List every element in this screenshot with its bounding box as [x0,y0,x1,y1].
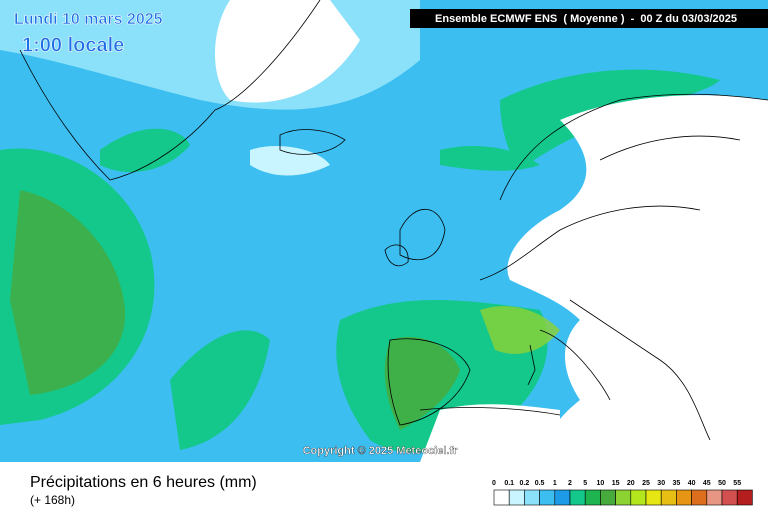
dry-land [507,95,768,463]
legend-label: 55 [733,480,741,487]
green-core [10,190,126,395]
legend-swatch [630,489,647,506]
time: 1:00 locale [22,34,124,56]
legend-swatch [508,489,525,506]
legend-swatch [706,489,723,506]
green-patch [440,145,540,171]
legend-label: 5 [583,480,587,487]
legend-label: 2 [568,480,572,487]
legend-label: 0.2 [520,480,530,487]
date: Lundi 10 mars 2025 [14,11,163,28]
alps-precip [480,306,560,354]
legend-swatch [524,489,540,506]
legend-swatch [600,489,616,506]
legend-swatch [736,489,753,506]
dry-africa [420,404,560,462]
light-patch [250,145,330,176]
legend-swatch [691,489,708,506]
green-patch [170,330,270,450]
legend-label: 50 [718,480,726,487]
legend-label: 0 [492,480,496,487]
legend-label: 20 [627,480,635,487]
greenland-dry [215,0,360,103]
legend-swatch [493,489,510,506]
legend-label: 35 [673,480,681,487]
legend-label: 10 [597,480,605,487]
legend-label: 1 [553,480,557,487]
title: Précipitations en 6 heures (mm) [30,474,257,491]
iberia-precip [384,336,460,430]
legend-swatch [660,489,677,506]
legend-swatch [569,489,586,506]
legend-label: 45 [703,480,711,487]
legend-swatch [539,489,556,506]
header-box [410,9,768,28]
green-patch [100,128,190,173]
legend-swatch [645,489,662,506]
legend-swatch [584,489,601,506]
subtitle: (+ 168h) [30,493,75,507]
legend: 0 0.1 0.2 0.5 1 2 5 10 15 20 25 30 35 40 45 50 55 [492,480,753,506]
legend-swatch [721,489,738,506]
header: Ensemble ECMWF ENS ( Moyenne ) - 00 Z du… [435,13,737,25]
coastlines [19,0,768,441]
legend-swatch [676,489,692,506]
legend-label: 25 [642,480,650,487]
legend-label: 15 [612,480,620,487]
legend-swatch [615,489,632,506]
legend-label: 0.1 [504,480,514,487]
legend-label: 0.5 [535,480,545,487]
legend-swatch [554,489,571,506]
copyright: Copyright © 2025 Meteociel.fr [303,445,459,457]
legend-label: 40 [688,480,696,487]
legend-label: 30 [657,480,665,487]
